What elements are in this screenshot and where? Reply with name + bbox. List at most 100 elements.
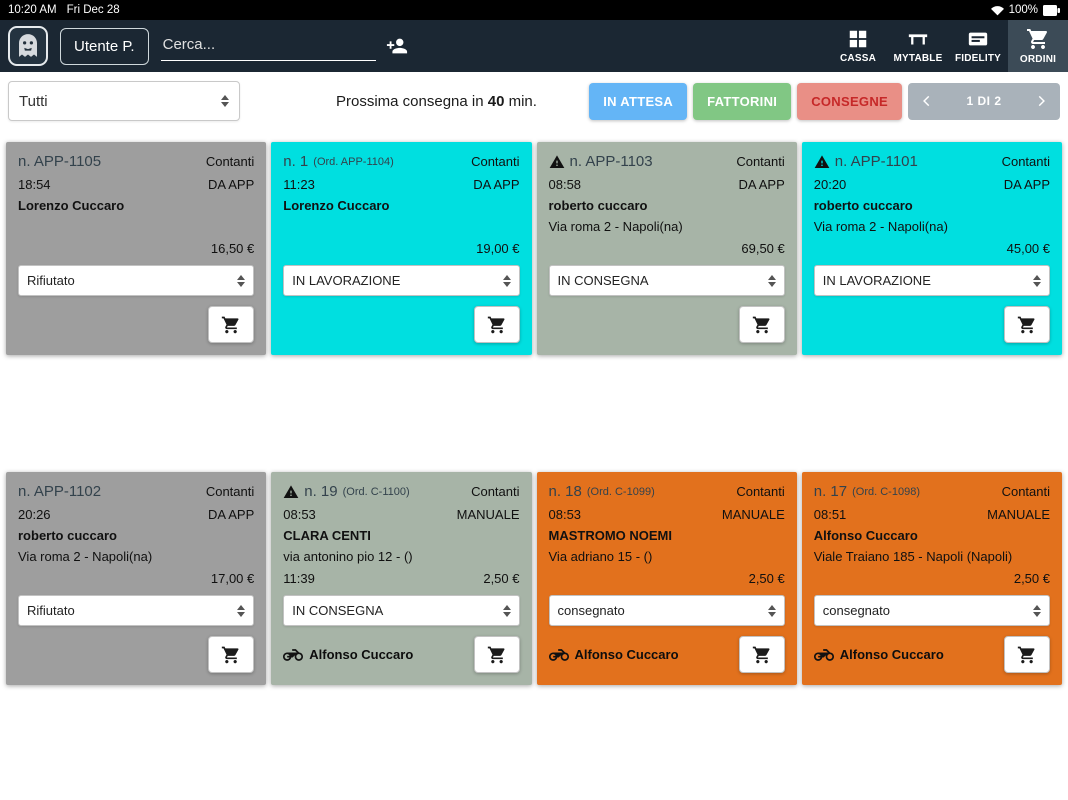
delivery-time: 11:39 [283, 570, 315, 586]
order-source: DA APP [1003, 177, 1050, 192]
next-delivery-minutes: 40 [487, 92, 505, 110]
select-arrows-icon [1033, 274, 1041, 287]
header-nav: CASSA MYTABLE FIDELITY ORDINI [828, 20, 1068, 72]
user-button[interactable]: Utente P. [60, 27, 149, 65]
order-status-select[interactable]: consegnato [548, 595, 785, 626]
cart-button[interactable] [1004, 306, 1050, 343]
order-time: 20:26 [18, 507, 51, 522]
cart-icon [487, 316, 504, 333]
order-time: 08:51 [813, 507, 847, 522]
nav-mytable[interactable]: MYTABLE [888, 20, 948, 72]
cart-button[interactable] [473, 306, 520, 343]
app-header: Utente P. CASSA MYTABLE FIDELITY ORDINI [0, 20, 1068, 72]
cart-button[interactable] [738, 306, 785, 343]
payment-method: Contanti [1001, 154, 1050, 169]
order-status-select[interactable]: IN LAVORAZIONE [813, 265, 1050, 296]
customer-address: Via roma 2 - Napoli(na) [548, 219, 683, 234]
order-source: MANUALE [456, 507, 520, 522]
order-source: DA APP [738, 177, 785, 192]
cart-icon [222, 646, 239, 663]
cart-button[interactable] [473, 636, 520, 673]
order-card: n. 17 (Ord. C-1098) Contanti 08:51 MANUA… [801, 472, 1062, 685]
order-price: 45,00 € [1006, 240, 1050, 256]
order-source: DA APP [208, 507, 255, 522]
in-attesa-button[interactable]: IN ATTESA [589, 82, 688, 120]
order-status-value: Rifiutato [27, 603, 75, 618]
order-status-value: IN CONSEGNA [292, 603, 384, 618]
select-arrows-icon [767, 274, 776, 287]
customer-name: CLARA CENTI [283, 528, 371, 543]
customer-name: MASTROMO NOEMI [548, 528, 673, 543]
order-number: n. 19 (Ord. C-1100) [283, 483, 410, 500]
page-next-button[interactable] [1032, 92, 1050, 110]
customer-address [18, 219, 254, 235]
scooter-icon [548, 648, 569, 661]
order-status-value: consegnato [822, 603, 890, 618]
app-logo[interactable] [8, 26, 48, 66]
order-reference: (Ord. APP-1104) [313, 155, 394, 168]
status-date: Fri Dec 28 [66, 4, 120, 16]
cart-icon [1017, 316, 1035, 333]
order-price: 69,50 € [741, 240, 785, 256]
order-price: 16,50 € [210, 240, 255, 256]
cart-button[interactable] [208, 636, 255, 673]
order-number: n. APP-1103 [549, 153, 658, 170]
ghost-mascot-icon [19, 34, 37, 57]
order-card: n. 1 (Ord. APP-1104) Contanti 11:23 DA A… [271, 142, 532, 355]
order-price: 2,50 € [483, 570, 520, 586]
customer-address [283, 219, 519, 235]
order-status-select[interactable]: consegnato [813, 595, 1050, 626]
order-source: DA APP [208, 177, 255, 192]
order-number: n. 1 (Ord. APP-1104) [283, 153, 394, 170]
customer-name: Lorenzo Cuccaro [18, 198, 125, 213]
cart-button[interactable] [738, 636, 785, 673]
order-price: 19,00 € [476, 240, 520, 256]
page-prev-button[interactable] [918, 92, 936, 110]
driver-name: Alfonso Cuccaro [574, 647, 679, 662]
customer-name: roberto cuccaro [18, 528, 117, 543]
order-status-value: IN LAVORAZIONE [292, 273, 401, 288]
chevron-left-icon [923, 95, 930, 107]
order-status-select[interactable]: Rifiutato [18, 595, 255, 626]
cart-button[interactable] [208, 306, 255, 343]
payment-method: Contanti [1001, 484, 1050, 499]
order-status-select[interactable]: IN CONSEGNA [283, 595, 520, 626]
person-add-icon[interactable] [386, 35, 408, 57]
order-status-value: Rifiutato [27, 273, 75, 288]
search-input[interactable] [160, 31, 376, 61]
next-delivery-text: Prossima consegna in 40 min. [336, 92, 537, 110]
driver-info: Alfonso Cuccaro [548, 645, 679, 665]
filter-select[interactable]: Tutti [8, 81, 240, 121]
order-status-value: consegnato [557, 603, 625, 618]
nav-label-fidelity: FIDELITY [954, 53, 1002, 64]
order-status-select[interactable]: IN LAVORAZIONE [283, 265, 520, 296]
order-card: n. APP-1101 Contanti 20:20 DA APP robert… [801, 142, 1062, 355]
order-number: n. APP-1102 [18, 483, 102, 500]
nav-cassa[interactable]: CASSA [828, 20, 888, 72]
customer-name: roberto cuccaro [813, 198, 913, 213]
select-arrows-icon [237, 274, 246, 287]
warning-icon [814, 154, 830, 168]
nav-fidelity[interactable]: FIDELITY [948, 20, 1008, 72]
order-reference: (Ord. C-1099) [586, 485, 655, 498]
cart-button[interactable] [1004, 636, 1050, 673]
order-number: n. 17 (Ord. C-1098) [813, 483, 920, 500]
scooter-icon [283, 648, 304, 661]
order-card: n. 18 (Ord. C-1099) Contanti 08:53 MANUA… [536, 472, 797, 685]
customer-address: Via roma 2 - Napoli(na) [18, 549, 153, 564]
select-arrows-icon [221, 95, 229, 107]
mytable-table-icon [908, 34, 928, 45]
consegne-button[interactable]: CONSEGNE [797, 82, 902, 120]
customer-name: Lorenzo Cuccaro [283, 198, 390, 213]
customer-address: Via roma 2 - Napoli(na) [813, 219, 948, 234]
driver-name: Alfonso Cuccaro [309, 647, 414, 662]
fattorini-button[interactable]: FATTORINI [693, 82, 792, 120]
order-status-select[interactable]: IN CONSEGNA [548, 265, 785, 296]
nav-ordini[interactable]: ORDINI [1008, 20, 1068, 72]
cart-icon [752, 316, 770, 333]
select-arrows-icon [1033, 604, 1041, 617]
order-price: 2,50 € [1013, 570, 1050, 586]
order-status-select[interactable]: Rifiutato [18, 265, 255, 296]
order-card: n. 19 (Ord. C-1100) Contanti 08:53 MANUA… [271, 472, 532, 685]
payment-method: Contanti [471, 154, 520, 169]
